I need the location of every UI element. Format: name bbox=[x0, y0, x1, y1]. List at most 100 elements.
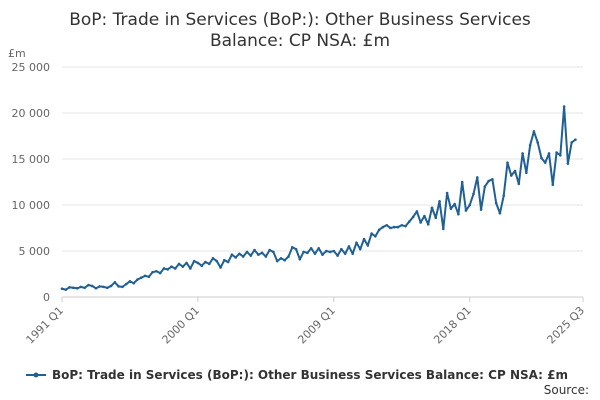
data-point[interactable] bbox=[155, 269, 158, 273]
data-point[interactable] bbox=[328, 250, 332, 254]
data-point[interactable] bbox=[302, 250, 305, 254]
data-point[interactable] bbox=[128, 280, 132, 283]
data-point[interactable] bbox=[83, 286, 86, 290]
data-point[interactable] bbox=[415, 210, 419, 213]
data-point[interactable] bbox=[321, 253, 324, 256]
data-point[interactable] bbox=[460, 180, 464, 184]
data-point[interactable] bbox=[324, 249, 328, 253]
data-point[interactable] bbox=[426, 223, 430, 226]
data-point[interactable] bbox=[574, 138, 577, 141]
data-point[interactable] bbox=[487, 179, 490, 183]
data-point[interactable] bbox=[442, 227, 445, 231]
data-point[interactable] bbox=[177, 262, 181, 266]
data-point[interactable] bbox=[377, 228, 381, 232]
data-point[interactable] bbox=[434, 216, 438, 220]
data-point[interactable] bbox=[449, 207, 453, 210]
data-point[interactable] bbox=[411, 215, 415, 219]
data-point[interactable] bbox=[204, 260, 207, 264]
data-point[interactable] bbox=[351, 252, 355, 256]
data-point[interactable] bbox=[457, 212, 460, 216]
data-point[interactable] bbox=[343, 252, 347, 256]
data-point[interactable] bbox=[98, 285, 102, 288]
data-point[interactable] bbox=[464, 209, 468, 212]
data-point[interactable] bbox=[253, 248, 256, 252]
data-point[interactable] bbox=[438, 200, 441, 203]
data-point[interactable] bbox=[419, 221, 422, 224]
data-point[interactable] bbox=[223, 258, 226, 262]
data-point[interactable] bbox=[181, 265, 185, 268]
data-point[interactable] bbox=[562, 105, 566, 108]
data-point[interactable] bbox=[64, 288, 68, 291]
data-point[interactable] bbox=[475, 176, 479, 179]
data-point[interactable] bbox=[517, 182, 521, 186]
data-point[interactable] bbox=[121, 285, 124, 289]
data-point[interactable] bbox=[291, 246, 294, 249]
data-point[interactable] bbox=[196, 261, 200, 265]
data-point[interactable] bbox=[151, 270, 154, 274]
data-point[interactable] bbox=[430, 206, 434, 210]
data-point[interactable] bbox=[483, 185, 487, 188]
data-point[interactable] bbox=[260, 251, 264, 255]
data-point[interactable] bbox=[306, 251, 309, 255]
data-point[interactable] bbox=[287, 255, 290, 258]
data-point[interactable] bbox=[170, 265, 173, 268]
data-point[interactable] bbox=[370, 232, 373, 235]
data-point[interactable] bbox=[309, 246, 313, 250]
data-point[interactable] bbox=[555, 151, 558, 154]
data-point[interactable] bbox=[90, 284, 94, 288]
data-point[interactable] bbox=[207, 262, 211, 266]
data-point[interactable] bbox=[528, 143, 532, 147]
data-point[interactable] bbox=[294, 247, 298, 251]
data-point[interactable] bbox=[362, 237, 366, 241]
data-point[interactable] bbox=[249, 254, 253, 257]
data-point[interactable] bbox=[547, 152, 551, 155]
data-point[interactable] bbox=[158, 271, 162, 275]
data-point[interactable] bbox=[472, 192, 475, 196]
data-point[interactable] bbox=[75, 286, 79, 290]
legend[interactable]: BoP: Trade in Services (BoP:): Other Bus… bbox=[26, 368, 568, 382]
data-point[interactable] bbox=[79, 285, 83, 289]
data-point[interactable] bbox=[166, 268, 170, 271]
data-point[interactable] bbox=[340, 247, 343, 251]
data-point[interactable] bbox=[124, 282, 128, 286]
data-point[interactable] bbox=[87, 283, 90, 287]
data-point[interactable] bbox=[513, 169, 517, 173]
data-point[interactable] bbox=[60, 287, 64, 291]
data-point[interactable] bbox=[509, 174, 513, 177]
data-point[interactable] bbox=[532, 130, 536, 133]
data-point[interactable] bbox=[570, 141, 573, 144]
data-point[interactable] bbox=[468, 203, 472, 207]
data-point[interactable] bbox=[366, 244, 370, 247]
data-point[interactable] bbox=[453, 202, 456, 206]
data-point[interactable] bbox=[336, 254, 339, 257]
data-point[interactable] bbox=[264, 255, 268, 258]
data-point[interactable] bbox=[257, 253, 260, 256]
data-point[interactable] bbox=[238, 252, 241, 256]
data-point[interactable] bbox=[106, 286, 109, 290]
data-point[interactable] bbox=[275, 259, 279, 263]
data-point[interactable] bbox=[521, 152, 524, 155]
data-point[interactable] bbox=[389, 226, 392, 230]
data-point[interactable] bbox=[298, 257, 302, 261]
data-point[interactable] bbox=[540, 156, 543, 160]
data-point[interactable] bbox=[117, 285, 120, 288]
data-point[interactable] bbox=[192, 259, 196, 263]
data-point[interactable] bbox=[113, 280, 117, 284]
data-point[interactable] bbox=[566, 162, 570, 165]
data-point[interactable] bbox=[551, 183, 555, 187]
data-point[interactable] bbox=[479, 208, 483, 211]
data-point[interactable] bbox=[68, 286, 71, 289]
data-point[interactable] bbox=[374, 234, 377, 238]
data-point[interactable] bbox=[241, 255, 245, 258]
data-point[interactable] bbox=[355, 241, 358, 245]
data-point[interactable] bbox=[491, 177, 494, 181]
data-point[interactable] bbox=[506, 161, 509, 164]
data-point[interactable] bbox=[272, 250, 275, 254]
data-point[interactable] bbox=[279, 257, 283, 260]
data-point[interactable] bbox=[396, 225, 400, 229]
data-point[interactable] bbox=[268, 248, 271, 252]
data-point[interactable] bbox=[162, 267, 166, 270]
data-point[interactable] bbox=[109, 284, 113, 288]
data-point[interactable] bbox=[543, 161, 547, 164]
data-point[interactable] bbox=[404, 224, 407, 228]
